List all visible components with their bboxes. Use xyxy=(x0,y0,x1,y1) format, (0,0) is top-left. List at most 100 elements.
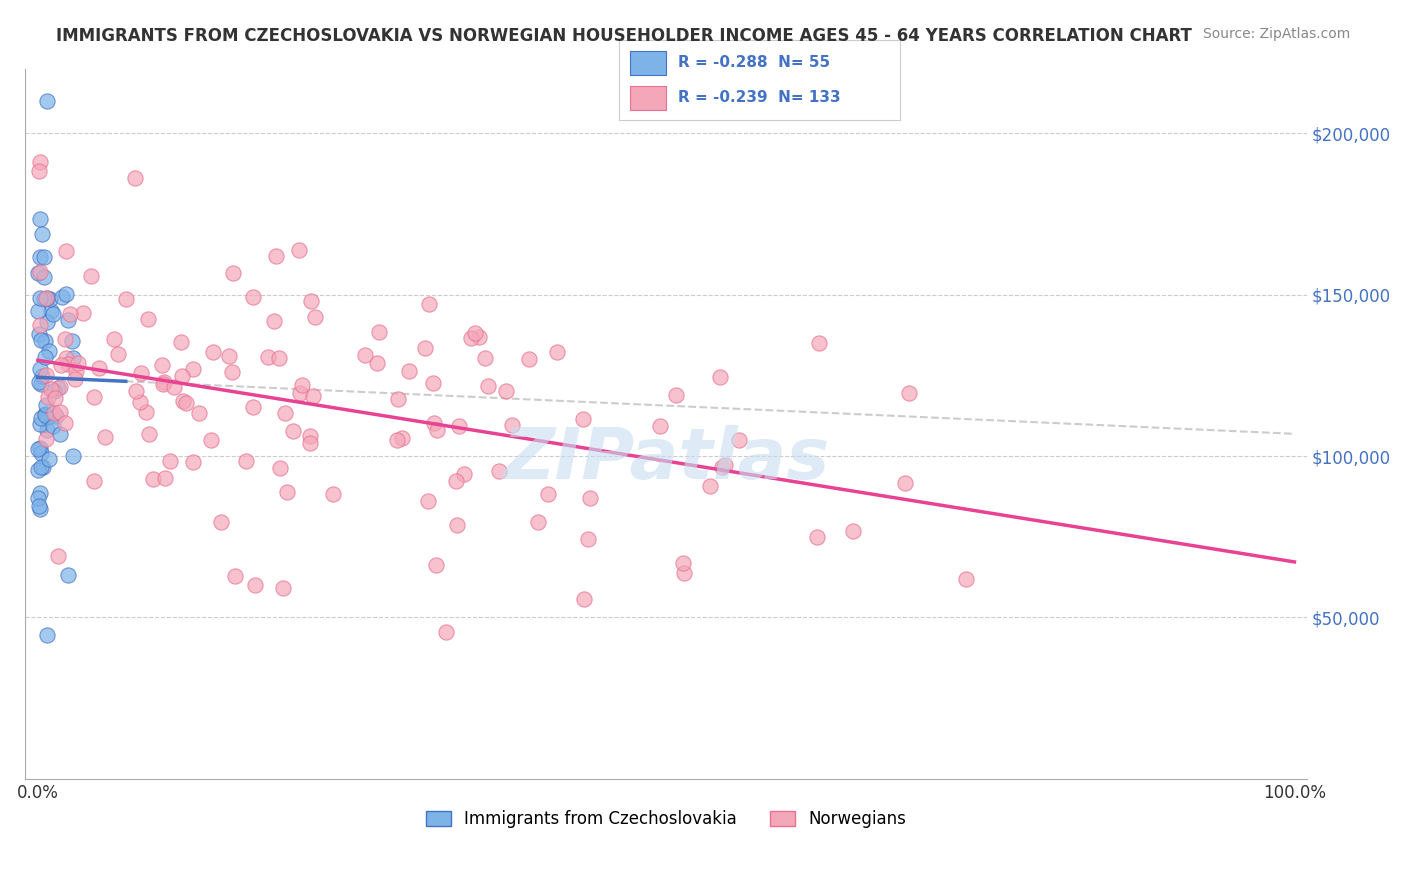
Point xyxy=(298,428,321,442)
Point xyxy=(48,405,70,419)
Point xyxy=(28,486,51,500)
Point xyxy=(572,592,595,607)
Point xyxy=(46,549,69,563)
Text: R = -0.288  N= 55: R = -0.288 N= 55 xyxy=(678,55,830,70)
Point xyxy=(576,532,599,546)
Point xyxy=(80,268,103,283)
Point xyxy=(842,524,865,538)
Point xyxy=(42,418,65,433)
Point xyxy=(221,365,243,379)
Point xyxy=(38,344,60,359)
Point xyxy=(271,581,294,595)
Point xyxy=(299,435,322,450)
Point xyxy=(34,407,56,421)
Point xyxy=(172,393,194,408)
Point xyxy=(62,351,84,366)
Point xyxy=(28,250,51,264)
Point xyxy=(51,289,73,303)
Point xyxy=(302,389,325,403)
Point xyxy=(28,502,51,516)
Point xyxy=(30,417,52,432)
Text: R = -0.239  N= 133: R = -0.239 N= 133 xyxy=(678,90,841,105)
Point xyxy=(422,376,444,391)
Point xyxy=(28,499,51,513)
Point xyxy=(35,315,58,329)
Point xyxy=(39,382,62,396)
Point xyxy=(200,433,222,447)
Point xyxy=(267,351,290,366)
Point xyxy=(434,624,457,639)
Point xyxy=(44,384,66,399)
Point xyxy=(398,364,420,378)
Point xyxy=(27,442,49,457)
Point xyxy=(35,628,58,642)
Point xyxy=(170,335,193,350)
Point xyxy=(31,227,53,241)
Point xyxy=(242,290,264,304)
Point xyxy=(37,291,59,305)
Text: Source: ZipAtlas.com: Source: ZipAtlas.com xyxy=(1202,27,1350,41)
Point xyxy=(55,351,77,365)
Point xyxy=(322,487,344,501)
Point xyxy=(218,349,240,363)
Point xyxy=(32,292,55,306)
Point xyxy=(28,376,51,390)
Point xyxy=(181,455,204,469)
Point xyxy=(28,264,51,278)
Point xyxy=(155,471,177,485)
Point xyxy=(387,392,409,406)
Point xyxy=(202,345,225,359)
Point xyxy=(711,460,734,475)
Point xyxy=(37,410,59,425)
Point xyxy=(699,479,721,493)
Point xyxy=(28,163,51,178)
Point xyxy=(648,418,671,433)
Point xyxy=(245,578,267,592)
Point xyxy=(35,94,58,108)
FancyBboxPatch shape xyxy=(630,51,666,75)
Point xyxy=(39,292,62,306)
Point xyxy=(45,409,67,424)
Point xyxy=(299,293,322,308)
Point xyxy=(27,463,49,477)
Point xyxy=(367,326,389,340)
Point xyxy=(128,395,150,409)
Point xyxy=(27,304,49,318)
Text: IMMIGRANTS FROM CZECHOSLOVAKIA VS NORWEGIAN HOUSEHOLDER INCOME AGES 45 - 64 YEAR: IMMIGRANTS FROM CZECHOSLOVAKIA VS NORWEG… xyxy=(56,27,1192,45)
Point xyxy=(28,211,51,226)
Point xyxy=(264,249,287,263)
Point xyxy=(67,356,90,370)
Point xyxy=(28,326,51,341)
Point xyxy=(31,459,53,474)
Point xyxy=(28,291,51,305)
Point xyxy=(291,377,314,392)
Point xyxy=(672,566,695,581)
Point xyxy=(136,312,159,326)
Point xyxy=(35,368,58,382)
Point xyxy=(34,408,56,422)
Point xyxy=(39,304,62,318)
Point xyxy=(488,464,510,478)
Point xyxy=(138,427,160,442)
Point xyxy=(416,493,439,508)
Point xyxy=(28,362,51,376)
Point xyxy=(159,454,181,468)
Point xyxy=(269,461,291,475)
Point xyxy=(290,386,312,401)
Point xyxy=(304,310,326,325)
Point xyxy=(281,424,304,438)
Point xyxy=(257,350,280,364)
Point xyxy=(28,318,51,332)
Point xyxy=(35,291,58,305)
Point xyxy=(72,306,94,320)
Point xyxy=(135,405,157,419)
Point xyxy=(391,432,413,446)
Point xyxy=(474,351,496,366)
Legend: Immigrants from Czechoslovakia, Norwegians: Immigrants from Czechoslovakia, Norwegia… xyxy=(419,803,912,835)
Point xyxy=(209,515,232,529)
Point xyxy=(56,567,79,582)
Point xyxy=(170,368,193,383)
Point xyxy=(728,433,751,447)
Point xyxy=(495,384,517,398)
Point xyxy=(60,334,83,349)
